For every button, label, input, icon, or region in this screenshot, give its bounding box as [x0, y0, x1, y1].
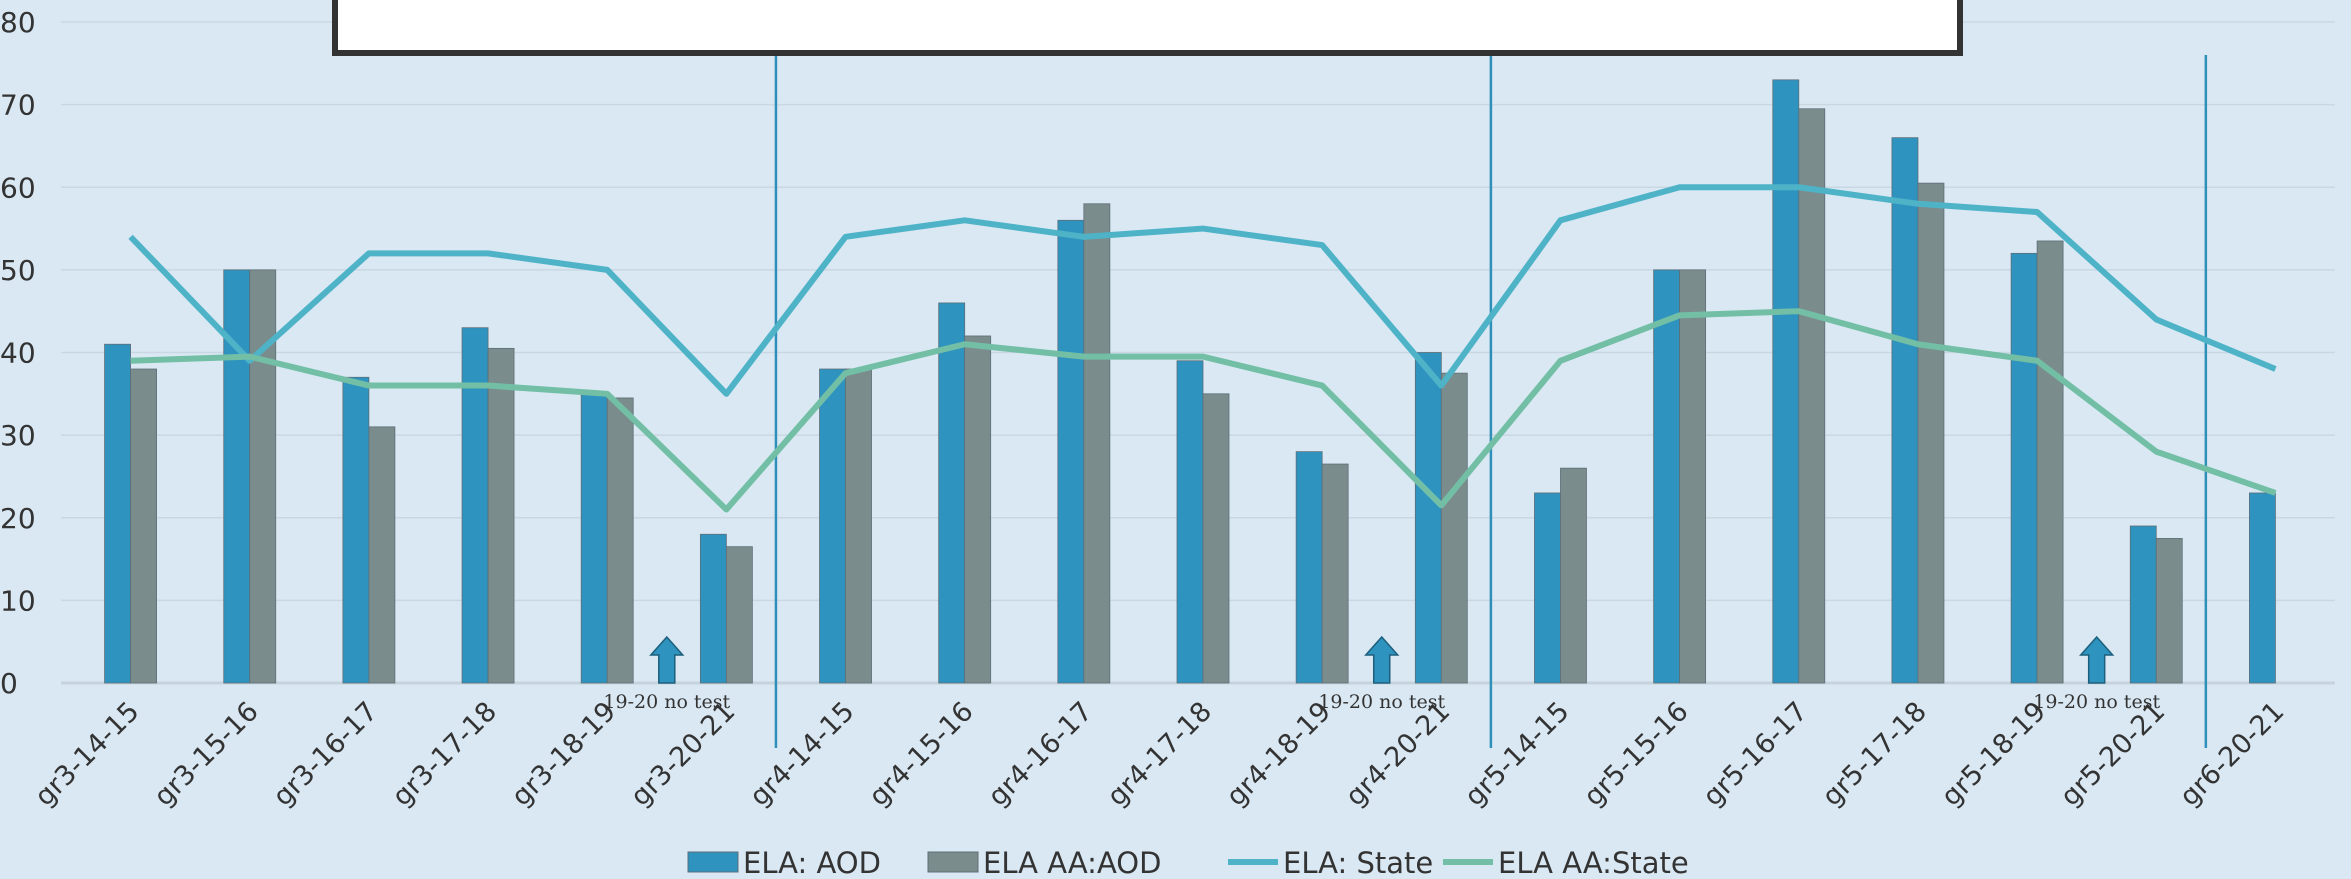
annotation: 19-20 no test: [603, 691, 730, 713]
y-tick-label: 10: [0, 584, 36, 617]
x-tick-label: gr5-18-19: [1936, 696, 2052, 812]
bar: [342, 376, 370, 684]
bar: [1083, 203, 1111, 684]
bar: [368, 426, 396, 684]
bar: [249, 269, 277, 684]
bar: [1560, 467, 1587, 684]
bar: [1321, 463, 1349, 684]
legend-swatch: [687, 851, 739, 873]
x-tick-label: gr3-15-16: [148, 696, 264, 812]
x-tick-label: gr3-18-19: [506, 696, 622, 812]
x-tick-label: gr4-20-21: [1340, 696, 1456, 812]
x-tick-label: gr4-18-19: [1221, 696, 1337, 812]
x-tick-label: gr3-17-18: [387, 696, 503, 812]
bar: [1653, 269, 1681, 684]
bar: [1798, 108, 1826, 684]
bar: [725, 546, 753, 684]
x-tick-label: gr5-20-21: [2055, 696, 2171, 812]
bar: [130, 368, 157, 684]
y-tick-label: 0: [0, 667, 18, 700]
bar: [461, 327, 489, 684]
legend-label: ELA: AOD: [743, 846, 881, 879]
line-series: [128, 184, 2277, 397]
bar: [1891, 137, 1919, 684]
bar: [1917, 182, 1945, 684]
bar: [2010, 252, 2038, 684]
y-tick-label: 30: [0, 419, 36, 452]
bar: [1414, 352, 1442, 684]
bar: [2155, 538, 2183, 684]
bar: [699, 533, 727, 684]
bar: [104, 343, 131, 684]
arrow: [2079, 635, 2115, 684]
legend-label: ELA AA:AOD: [983, 846, 1161, 879]
bar: [2036, 240, 2064, 684]
x-tick-label: gr5-17-18: [1816, 696, 1932, 812]
bar: [1772, 79, 1800, 684]
x-tick-label: gr5-16-17: [1697, 696, 1813, 812]
bar: [1202, 393, 1230, 684]
annotation: 19-20 no test: [1318, 691, 1445, 713]
legend-label: ELA AA:State: [1498, 846, 1689, 879]
overlay-box: [332, 0, 1963, 56]
bar: [938, 302, 966, 684]
x-tick-label: gr4-17-18: [1102, 696, 1218, 812]
bar: [1679, 269, 1707, 684]
x-tick-label: gr5-15-16: [1578, 696, 1694, 812]
x-tick-label: gr3-14-15: [29, 696, 145, 812]
x-tick-label: gr4-14-15: [744, 696, 860, 812]
bar: [223, 269, 251, 684]
y-tick-label: 40: [0, 337, 36, 370]
legend-label: ELA: State: [1283, 846, 1433, 879]
bar: [1295, 451, 1323, 684]
x-tick-label: gr3-20-21: [625, 696, 741, 812]
bar: [606, 397, 634, 684]
x-tick-label: gr6-20-21: [2174, 696, 2290, 812]
y-tick-label: 20: [0, 502, 36, 535]
x-tick-label: gr4-16-17: [982, 696, 1098, 812]
bar: [1534, 492, 1561, 684]
bar: [1057, 219, 1085, 684]
x-tick-label: gr3-16-17: [267, 696, 383, 812]
bar: [964, 335, 992, 684]
bar: [487, 347, 515, 684]
y-tick-label: 70: [0, 89, 36, 122]
bar: [1440, 372, 1468, 684]
y-tick-label: 80: [0, 6, 36, 39]
annotation: 19-20 no test: [2033, 691, 2160, 713]
y-tick-label: 50: [0, 254, 36, 287]
bar: [580, 393, 608, 684]
arrow: [649, 635, 685, 684]
x-tick-label: gr5-14-15: [1459, 696, 1575, 812]
line-series: [130, 308, 2277, 513]
bar: [2129, 525, 2157, 684]
x-tick-label: gr4-15-16: [863, 696, 979, 812]
bar: [819, 368, 846, 684]
bar: [1176, 360, 1204, 684]
bar: [2249, 492, 2276, 684]
y-tick-label: 60: [0, 171, 36, 204]
legend-swatch: [927, 851, 979, 873]
arrow: [1364, 635, 1400, 684]
bar: [845, 368, 872, 684]
